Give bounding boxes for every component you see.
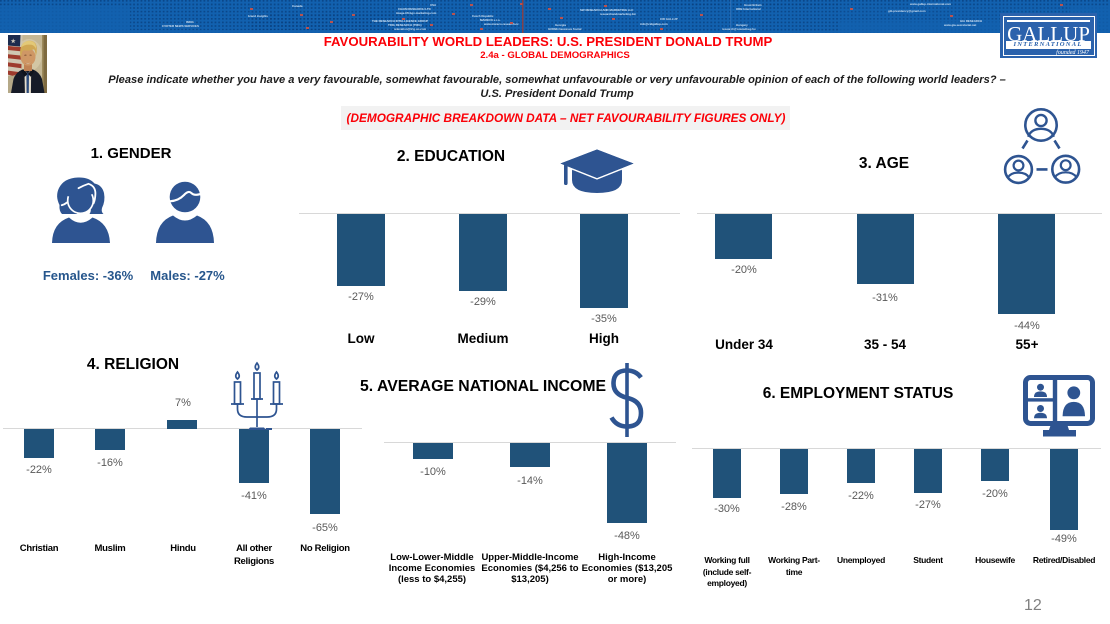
svg-text:Georgia: Georgia <box>555 23 566 27</box>
svg-text:GORBI-Caucasus Social: GORBI-Caucasus Social <box>548 27 582 31</box>
svg-text:ORB International: ORB International <box>736 7 761 11</box>
svg-text:CHAIM RESEARCH LTD: CHAIM RESEARCH LTD <box>398 7 431 11</box>
svg-text:GIA RESEARCH: GIA RESEARCH <box>960 19 982 23</box>
svg-text:Great Britain: Great Britain <box>744 3 762 7</box>
svg-text:MARECO s.r.o.: MARECO s.r.o. <box>480 18 501 22</box>
svg-text:Canada: Canada <box>292 4 303 8</box>
svg-text:Czech Republic: Czech Republic <box>472 14 494 18</box>
svg-text:TRIG RESEARCH (TRIG): TRIG RESEARCH (TRIG) <box>388 23 422 27</box>
svg-text:THE RESEARCH INTELLIGENCE GROU: THE RESEARCH INTELLIGENCE GROUP <box>372 19 428 23</box>
svg-text:www.gia-secretariat.net: www.gia-secretariat.net <box>943 23 976 27</box>
svg-text:image-lift.bgv-marketing.com: image-lift.bgv-marketing.com <box>396 11 437 15</box>
svg-text:brand insights: brand insights <box>248 14 268 18</box>
svg-text:gib.presidency@gmail.com: gib.presidency@gmail.com <box>888 9 926 13</box>
svg-text:Hungary: Hungary <box>736 23 748 27</box>
svg-text:relevation@trig-us.com: relevation@trig-us.com <box>394 27 427 31</box>
svg-text:CID GALLUP: CID GALLUP <box>660 17 678 21</box>
svg-text:researchandmarketing.biz: researchandmarketing.biz <box>600 12 636 16</box>
svg-text:research@szazadveg.hu: research@szazadveg.hu <box>722 27 756 31</box>
svg-text:CVOTER NEWS SERVICES: CVOTER NEWS SERVICES <box>162 24 199 28</box>
svg-text:SW RESEARCH AND MARKETING LLC: SW RESEARCH AND MARKETING LLC <box>580 8 634 12</box>
svg-text:www.mareco-research.cz: www.mareco-research.cz <box>483 22 519 26</box>
svg-text:info@cidgallup.com: info@cidgallup.com <box>640 22 668 26</box>
svg-text:USA: USA <box>430 3 437 7</box>
svg-text:www.gallup-international.com: www.gallup-international.com <box>909 2 951 6</box>
svg-text:INDIA: INDIA <box>186 20 195 24</box>
